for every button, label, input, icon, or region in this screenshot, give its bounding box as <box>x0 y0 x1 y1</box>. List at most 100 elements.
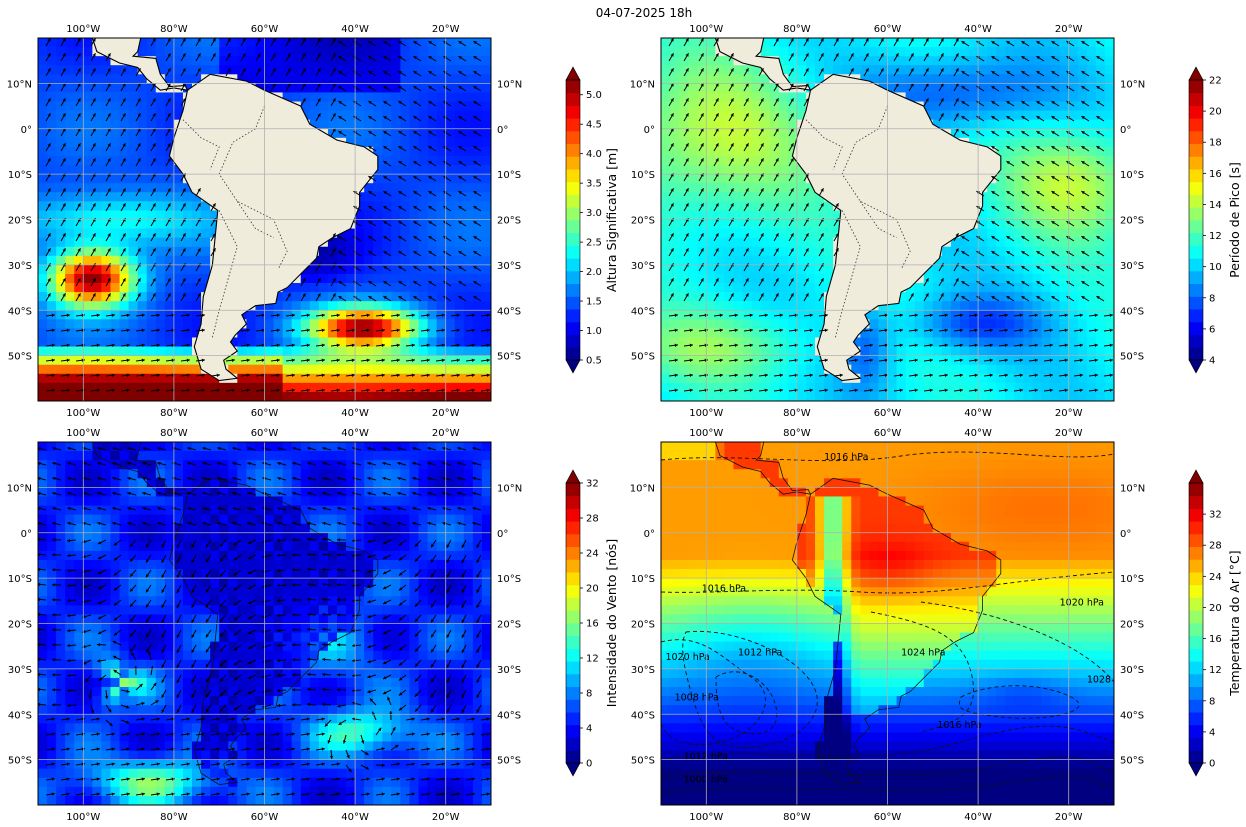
heat-cell <box>409 83 420 94</box>
heat-cell <box>128 146 139 157</box>
heat-cell <box>481 110 491 121</box>
heat-cell <box>309 264 320 275</box>
heat-cell <box>56 183 66 193</box>
heat-cell <box>833 65 843 75</box>
heat-cell <box>427 310 438 320</box>
heat-cell <box>65 382 75 393</box>
heat-cell <box>661 137 671 148</box>
heat-cell <box>769 101 780 112</box>
heat-cell <box>400 391 411 401</box>
heat-cell <box>47 373 57 384</box>
heat-cell <box>481 373 491 384</box>
heat-cell <box>373 391 383 401</box>
heat-cell <box>769 237 780 248</box>
heat-cell <box>742 319 753 329</box>
heat-cell <box>318 391 329 401</box>
heat-cell <box>796 310 807 320</box>
arrow-head <box>351 313 355 317</box>
arrow-head <box>246 373 250 377</box>
heat-cell <box>950 56 961 66</box>
heat-cell <box>733 74 744 84</box>
heat-cell <box>472 83 483 94</box>
heat-cell <box>796 101 807 112</box>
heat-cell <box>454 255 465 266</box>
heat-cell <box>661 310 671 320</box>
heat-cell <box>146 137 157 148</box>
heat-cell <box>941 110 952 121</box>
arrow-head <box>471 373 475 377</box>
heat-cell <box>1077 337 1088 348</box>
heat-cell <box>309 337 320 348</box>
arrow-head <box>231 358 235 362</box>
heat-cell <box>182 292 193 302</box>
heat-cell <box>959 273 970 284</box>
heat-cell <box>83 292 93 302</box>
heat-cell <box>409 183 420 193</box>
heat-cell <box>778 38 789 48</box>
heat-cell <box>1086 83 1097 94</box>
heat-cell <box>1086 119 1097 130</box>
heat-cell <box>336 328 347 339</box>
arrow-head <box>383 146 387 150</box>
heat-cell <box>896 346 907 357</box>
heat-cell <box>427 183 438 193</box>
heat-cell <box>436 137 447 148</box>
heat-cell <box>1050 228 1061 239</box>
heat-cell <box>796 301 807 311</box>
heat-cell <box>409 364 420 375</box>
arrow-head <box>227 68 231 72</box>
heat-cell <box>697 264 707 275</box>
heat-cell <box>815 38 825 48</box>
heat-cell <box>346 328 356 339</box>
arrow-head <box>137 98 141 102</box>
heat-cell <box>905 92 916 103</box>
arrow-head <box>306 358 310 362</box>
heat-cell <box>309 346 320 357</box>
heat-cell <box>436 38 447 48</box>
heat-cell <box>860 346 870 357</box>
heat-cell <box>1014 292 1024 302</box>
heat-cell <box>472 246 483 257</box>
heat-cell <box>769 328 780 339</box>
heat-cell <box>219 47 229 57</box>
heat-cell <box>237 38 247 48</box>
heat-cell <box>373 237 383 248</box>
heat-cell <box>769 319 780 329</box>
heat-cell <box>1041 328 1052 339</box>
arrow-head <box>396 313 400 317</box>
heat-cell <box>969 273 979 284</box>
heat-cell <box>137 246 148 257</box>
heat-cell <box>824 65 834 75</box>
heat-cell <box>155 337 166 348</box>
arrow-head <box>413 206 417 210</box>
heat-cell <box>137 228 148 239</box>
heat-cell <box>787 146 798 157</box>
heat-cell <box>796 228 807 239</box>
heat-cell <box>391 364 401 375</box>
arrow-head <box>156 328 160 332</box>
heat-cell <box>47 83 57 94</box>
heat-cell <box>959 74 970 84</box>
heat-cell <box>472 110 483 121</box>
heat-cell <box>688 155 698 166</box>
heat-cell <box>373 255 383 266</box>
heat-cell <box>327 391 338 401</box>
heat-cell <box>355 56 365 66</box>
arrow-head <box>47 53 51 57</box>
heat-cell <box>355 328 365 339</box>
heat-cell <box>101 355 112 366</box>
arrow-head <box>336 358 340 362</box>
heat-cell <box>769 346 780 357</box>
heat-cell <box>56 92 66 103</box>
arrow-head <box>291 328 295 332</box>
heat-cell <box>182 364 193 375</box>
arrow-head <box>171 328 175 332</box>
heat-cell <box>787 137 798 148</box>
arrow-head <box>383 176 387 180</box>
heat-cell <box>1023 328 1034 339</box>
heat-cell <box>742 174 753 184</box>
heat-cell <box>56 101 66 112</box>
heat-cell <box>373 146 383 157</box>
heat-cell <box>291 337 302 348</box>
heat-cell <box>769 137 780 148</box>
